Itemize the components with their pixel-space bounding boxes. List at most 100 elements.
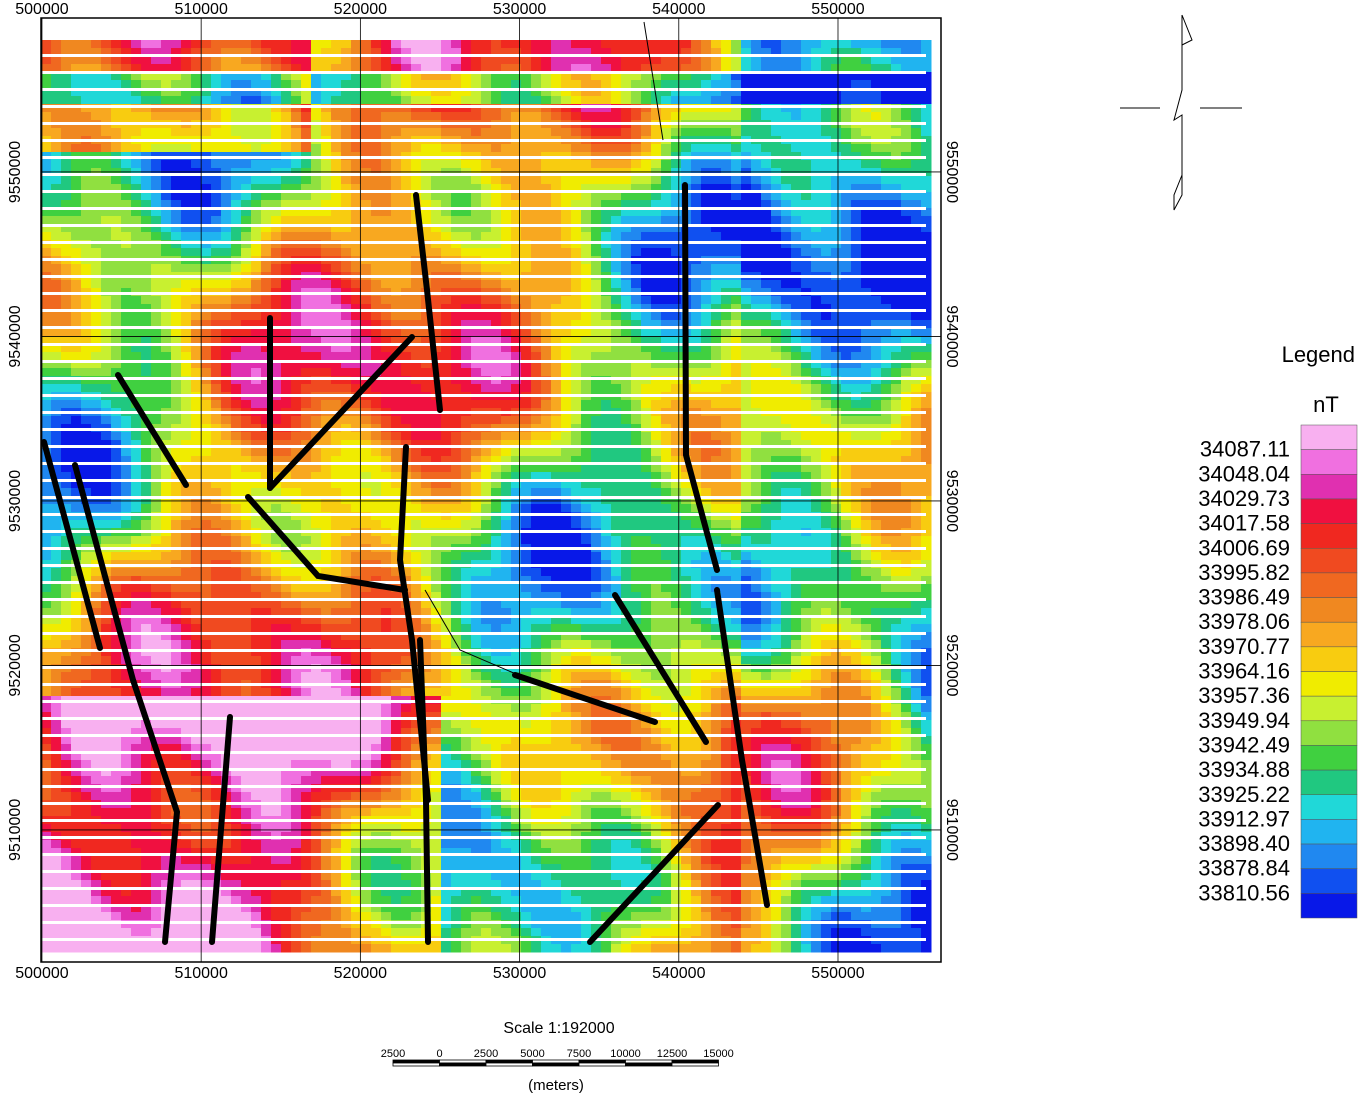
raster-cell bbox=[171, 40, 182, 49]
raster-cell bbox=[61, 56, 72, 65]
raster-cell bbox=[161, 312, 172, 321]
raster-cell bbox=[161, 488, 172, 497]
raster-cell bbox=[871, 144, 882, 153]
raster-cell bbox=[781, 328, 792, 337]
raster-cell bbox=[291, 280, 302, 289]
raster-cell bbox=[271, 144, 282, 153]
raster-cell bbox=[701, 464, 712, 473]
raster-cell bbox=[151, 96, 162, 105]
raster-cell bbox=[831, 112, 842, 121]
raster-cell bbox=[301, 296, 312, 305]
raster-cell bbox=[711, 112, 722, 121]
raster-cell bbox=[661, 232, 672, 241]
raster-cell bbox=[71, 216, 82, 225]
raster-cell bbox=[51, 280, 62, 289]
raster-cell bbox=[841, 432, 852, 441]
raster-cell bbox=[171, 128, 182, 137]
raster-cell bbox=[771, 192, 782, 201]
raster-cell bbox=[411, 264, 422, 273]
raster-cell bbox=[751, 368, 762, 377]
raster-cell bbox=[701, 296, 712, 305]
raster-cell bbox=[651, 384, 662, 393]
raster-cell bbox=[801, 80, 812, 89]
raster-cell bbox=[901, 368, 912, 377]
raster-cell bbox=[591, 384, 602, 393]
raster-cell bbox=[531, 416, 542, 425]
raster-cell bbox=[741, 248, 752, 257]
raster-cell bbox=[41, 328, 52, 337]
raster-cell bbox=[151, 112, 162, 121]
raster-cell bbox=[311, 232, 322, 241]
raster-cell bbox=[61, 232, 72, 241]
raster-cell bbox=[271, 176, 282, 185]
raster-cell bbox=[771, 144, 782, 153]
raster-cell bbox=[211, 328, 222, 337]
raster-cell bbox=[811, 296, 822, 305]
raster-cell bbox=[921, 160, 932, 169]
raster-cell bbox=[311, 112, 322, 121]
raster-cell bbox=[791, 312, 802, 321]
raster-cell bbox=[331, 432, 342, 441]
raster-cell bbox=[461, 368, 472, 377]
raster-cell bbox=[481, 384, 492, 393]
raster-cell bbox=[741, 160, 752, 169]
raster-cell bbox=[471, 464, 482, 473]
raster-cell bbox=[701, 144, 712, 153]
raster-cell bbox=[711, 192, 722, 201]
raster-cell bbox=[621, 160, 632, 169]
raster-cell bbox=[231, 296, 242, 305]
raster-cell bbox=[561, 432, 572, 441]
raster-cell bbox=[791, 128, 802, 137]
raster-cell bbox=[271, 40, 282, 49]
raster-cell bbox=[401, 264, 412, 273]
raster-cell bbox=[601, 464, 612, 473]
raster-cell bbox=[271, 232, 282, 241]
raster-cell bbox=[821, 176, 832, 185]
raster-cell bbox=[201, 56, 212, 65]
raster-cell bbox=[171, 160, 182, 169]
raster-cell bbox=[311, 416, 322, 425]
raster-cell bbox=[531, 128, 542, 137]
raster-cell bbox=[161, 248, 172, 257]
raster-cell bbox=[541, 56, 552, 65]
raster-cell bbox=[711, 448, 722, 457]
raster-cell bbox=[381, 384, 392, 393]
raster-cell bbox=[461, 160, 472, 169]
raster-cell bbox=[571, 160, 582, 169]
raster-cell bbox=[331, 368, 342, 377]
raster-cell bbox=[741, 464, 752, 473]
raster-cell bbox=[191, 80, 202, 89]
raster-cell bbox=[541, 296, 552, 305]
raster-cell bbox=[611, 128, 622, 137]
raster-cell bbox=[211, 432, 222, 441]
raster-cell bbox=[241, 176, 252, 185]
raster-cell bbox=[471, 448, 482, 457]
raster-cell bbox=[371, 112, 382, 121]
raster-cell bbox=[231, 216, 242, 225]
raster-cell bbox=[141, 280, 152, 289]
raster-cell bbox=[361, 368, 372, 377]
raster-cell bbox=[231, 128, 242, 137]
raster-cell bbox=[81, 112, 92, 121]
raster-cell bbox=[541, 264, 552, 273]
raster-cell bbox=[671, 112, 682, 121]
raster-cell bbox=[581, 56, 592, 65]
raster-cell bbox=[611, 328, 622, 337]
raster-cell bbox=[51, 40, 62, 49]
raster-cell bbox=[441, 128, 452, 137]
raster-cell bbox=[901, 40, 912, 49]
raster-cell bbox=[351, 160, 362, 169]
raster-cell bbox=[831, 368, 842, 377]
raster-cell bbox=[91, 464, 102, 473]
raster-cell bbox=[541, 80, 552, 89]
raster-cell bbox=[141, 296, 152, 305]
raster-cell bbox=[481, 448, 492, 457]
raster-cell bbox=[201, 128, 212, 137]
raster-cell bbox=[661, 400, 672, 409]
raster-cell bbox=[361, 328, 372, 337]
raster-cell bbox=[601, 448, 612, 457]
raster-cell bbox=[771, 128, 782, 137]
raster-cell bbox=[501, 328, 512, 337]
raster-cell bbox=[161, 296, 172, 305]
raster-cell bbox=[891, 80, 902, 89]
